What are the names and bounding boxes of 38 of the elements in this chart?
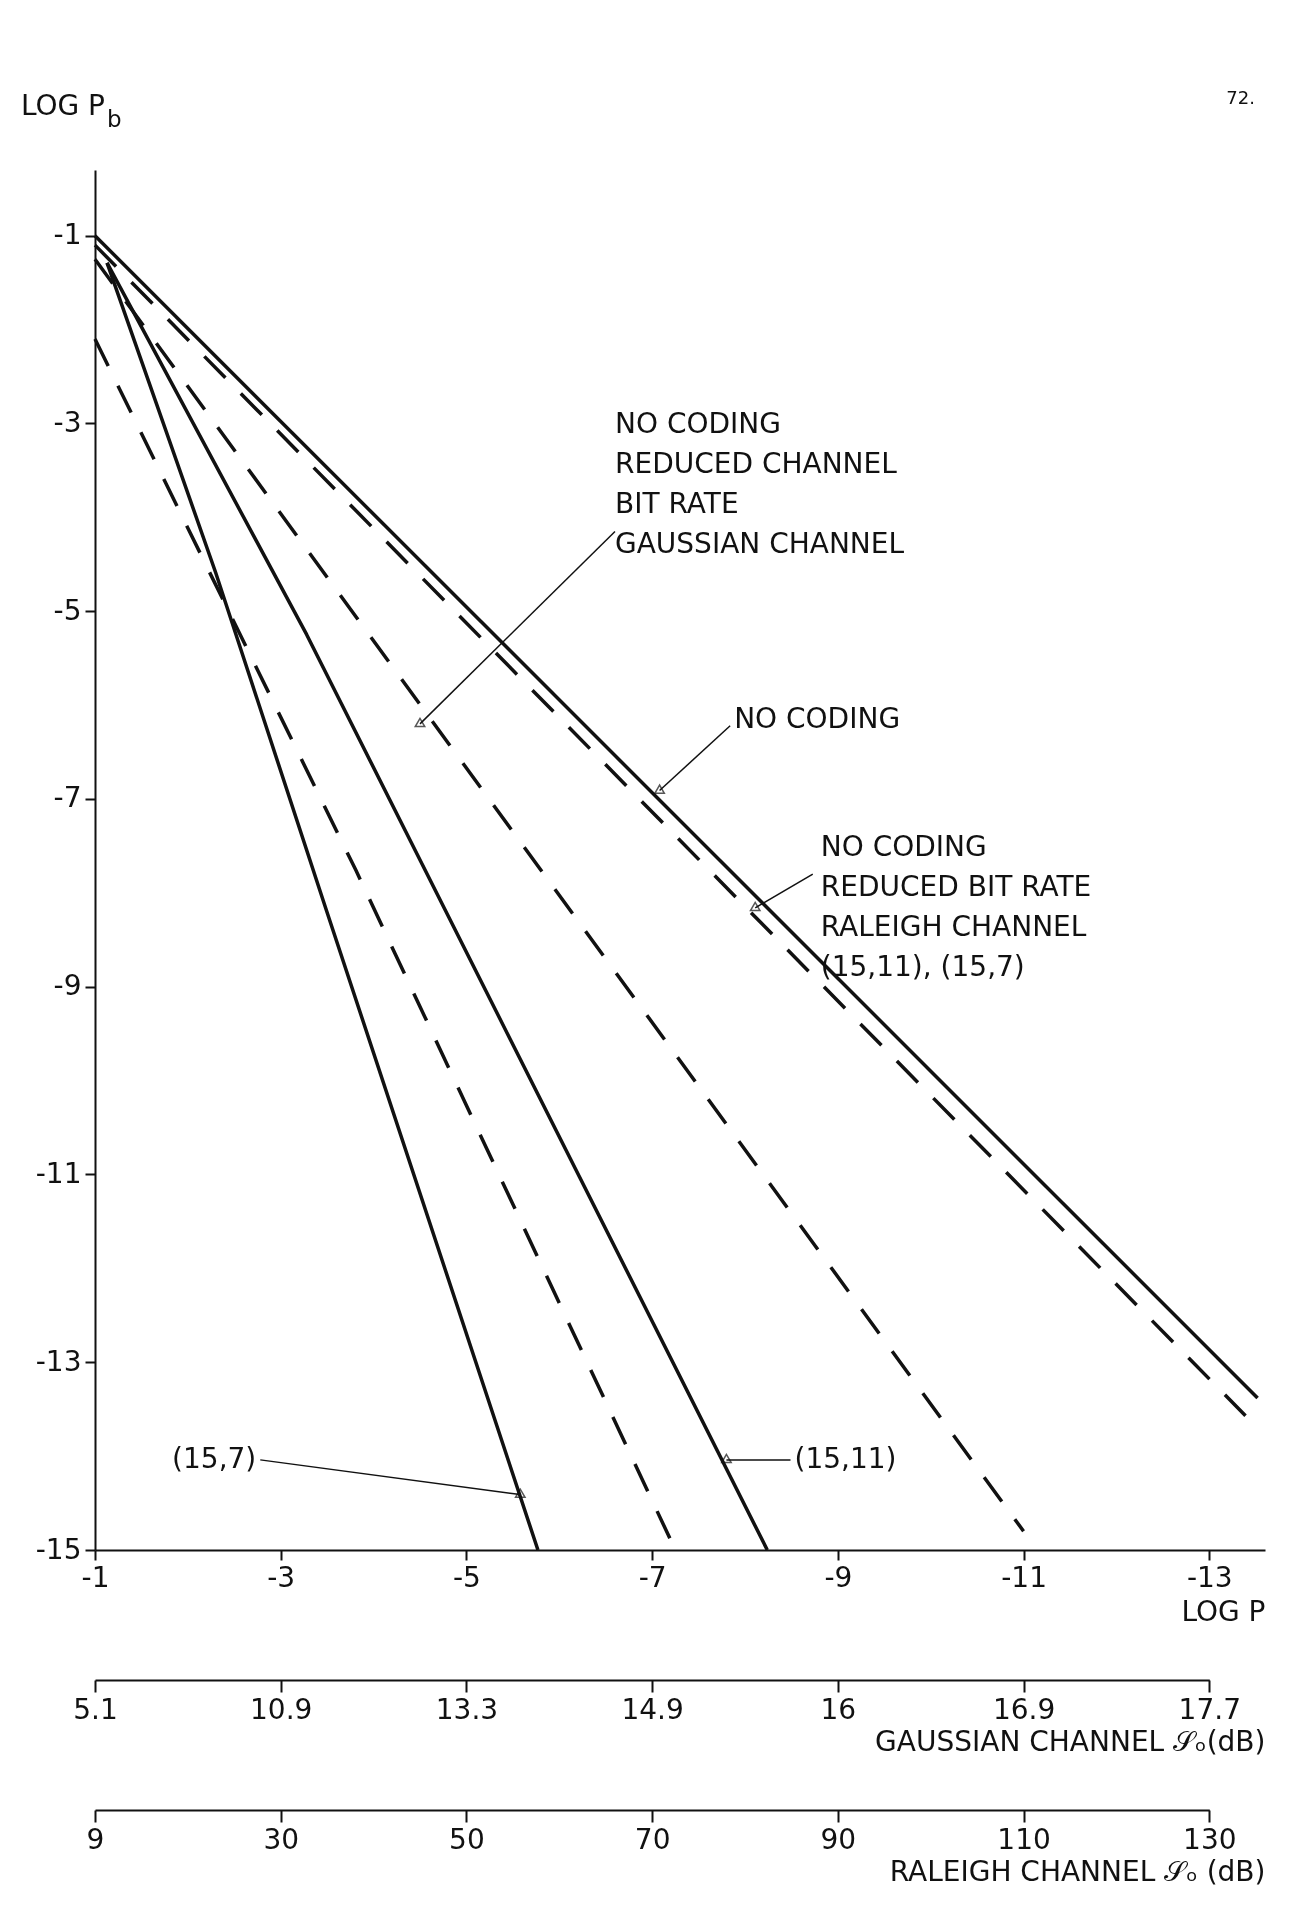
- y-tick-label: -15: [35, 1532, 82, 1566]
- category-label: 110: [997, 1822, 1051, 1856]
- x-tick-label: -11: [1001, 1560, 1047, 1594]
- y-tick-label: -3: [53, 405, 82, 439]
- category-label: 10.9: [250, 1692, 313, 1726]
- x-tick-label: -5: [452, 1560, 481, 1594]
- category-label: 17.7: [1178, 1692, 1241, 1726]
- category-label: 90: [820, 1822, 857, 1856]
- y-tick-label: -9: [53, 969, 82, 1003]
- y-tick-label: -7: [53, 781, 82, 815]
- category-label: 50: [449, 1822, 485, 1856]
- category-label: 130: [1183, 1822, 1237, 1856]
- category-label: 30: [263, 1822, 300, 1856]
- category-label: 70: [634, 1822, 671, 1856]
- y-tick-label: -11: [35, 1156, 82, 1190]
- category-label: 16.9: [992, 1692, 1056, 1726]
- annotation: NO CODING REDUCED CHANNEL BIT RATE GAUSSIAN CHANNEL: [615, 407, 905, 561]
- x-axis-title: LOG P: [1181, 1594, 1266, 1628]
- annotation: (15,11): [794, 1441, 897, 1475]
- category-label: 14.9: [621, 1692, 684, 1726]
- x-tick-label: -13: [1186, 1560, 1233, 1594]
- text: RALEIGH CHANNEL 𝒮ₒ (dB): [889, 1854, 1266, 1888]
- x-tick-label: -1: [81, 1560, 110, 1594]
- x-tick-label: -9: [824, 1560, 853, 1594]
- x-tick-label: -3: [267, 1560, 296, 1594]
- category-label: 5.1: [73, 1692, 118, 1726]
- category-label: 16: [820, 1692, 857, 1726]
- text: 72.: [1226, 87, 1255, 108]
- y-tick-label: -5: [53, 593, 82, 627]
- annotation: (15,7): [172, 1441, 257, 1475]
- category-label: 9: [86, 1822, 105, 1856]
- y-tick-label: -1: [53, 218, 82, 252]
- category-label: 13.3: [435, 1692, 499, 1726]
- x-tick-label: -7: [638, 1560, 667, 1594]
- annotation: NO CODING REDUCED BIT RATE RALEIGH CHANNEL (15,11), (15,7): [820, 830, 1092, 984]
- y-tick-label: -13: [35, 1344, 82, 1378]
- annotation: NO CODING: [734, 701, 901, 735]
- text: GAUSSIAN CHANNEL 𝒮ₒ(dB): [875, 1724, 1266, 1758]
